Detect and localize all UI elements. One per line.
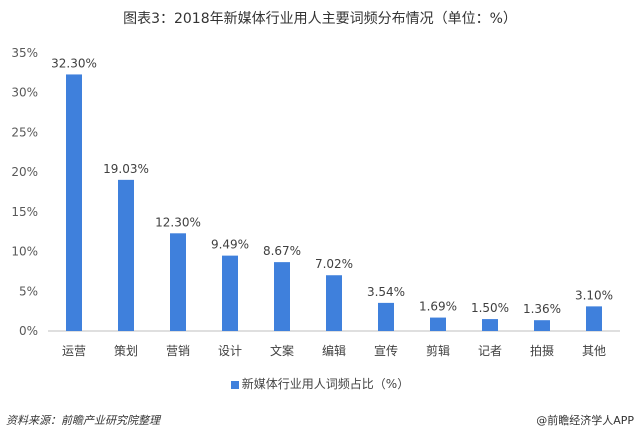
y-tick-label: 25% xyxy=(11,125,38,139)
bar xyxy=(222,255,238,331)
data-label: 3.54% xyxy=(367,285,405,299)
bar xyxy=(378,302,394,331)
data-label: 12.30% xyxy=(155,215,201,229)
bar xyxy=(118,179,134,331)
x-tick-label: 宣传 xyxy=(374,343,398,358)
y-tick-label: 35% xyxy=(11,46,38,60)
bar xyxy=(482,319,498,331)
bar xyxy=(586,306,602,331)
y-tick-label: 10% xyxy=(11,245,38,259)
y-tick-label: 30% xyxy=(11,86,38,100)
bar xyxy=(534,320,550,331)
x-tick-label: 营销 xyxy=(166,344,190,358)
data-label: 3.10% xyxy=(575,288,613,302)
chart-title: 图表3：2018年新媒体行业用人主要词频分布情况（单位：%） xyxy=(123,11,517,27)
data-label: 1.50% xyxy=(471,301,509,315)
bar xyxy=(430,317,446,331)
legend: 新媒体行业用人词频占比（%） xyxy=(0,375,640,392)
x-tick-label: 文案 xyxy=(270,343,294,358)
data-label: 32.30% xyxy=(51,56,97,70)
data-label: 9.49% xyxy=(211,238,249,252)
bar xyxy=(274,262,290,331)
data-label: 8.67% xyxy=(263,244,301,258)
data-label: 1.36% xyxy=(523,302,561,316)
y-tick-label: 0% xyxy=(19,324,38,338)
x-tick-label: 其他 xyxy=(582,344,606,358)
legend-swatch xyxy=(230,380,239,389)
x-tick-label: 运营 xyxy=(62,344,86,358)
data-label: 1.69% xyxy=(419,300,457,314)
x-tick-label: 记者 xyxy=(478,344,502,358)
legend-label: 新媒体行业用人词频占比（%） xyxy=(241,377,410,391)
bar xyxy=(326,275,342,331)
brand-credit: @前瞻经济学人APP xyxy=(536,414,634,427)
bar xyxy=(66,74,82,332)
x-tick-label: 拍摄 xyxy=(530,343,554,358)
data-label: 7.02% xyxy=(315,257,353,271)
y-tick-label: 5% xyxy=(19,284,38,298)
source-note: 资料来源：前瞻产业研究院整理 xyxy=(6,414,160,427)
y-tick-label: 20% xyxy=(11,165,38,179)
x-tick-label: 剪辑 xyxy=(426,343,450,358)
data-label: 19.03% xyxy=(103,162,149,176)
x-tick-label: 编辑 xyxy=(322,343,346,358)
bar xyxy=(170,233,186,331)
x-tick-label: 策划 xyxy=(114,344,138,358)
x-tick-label: 设计 xyxy=(218,344,242,358)
y-tick-label: 15% xyxy=(11,205,38,219)
